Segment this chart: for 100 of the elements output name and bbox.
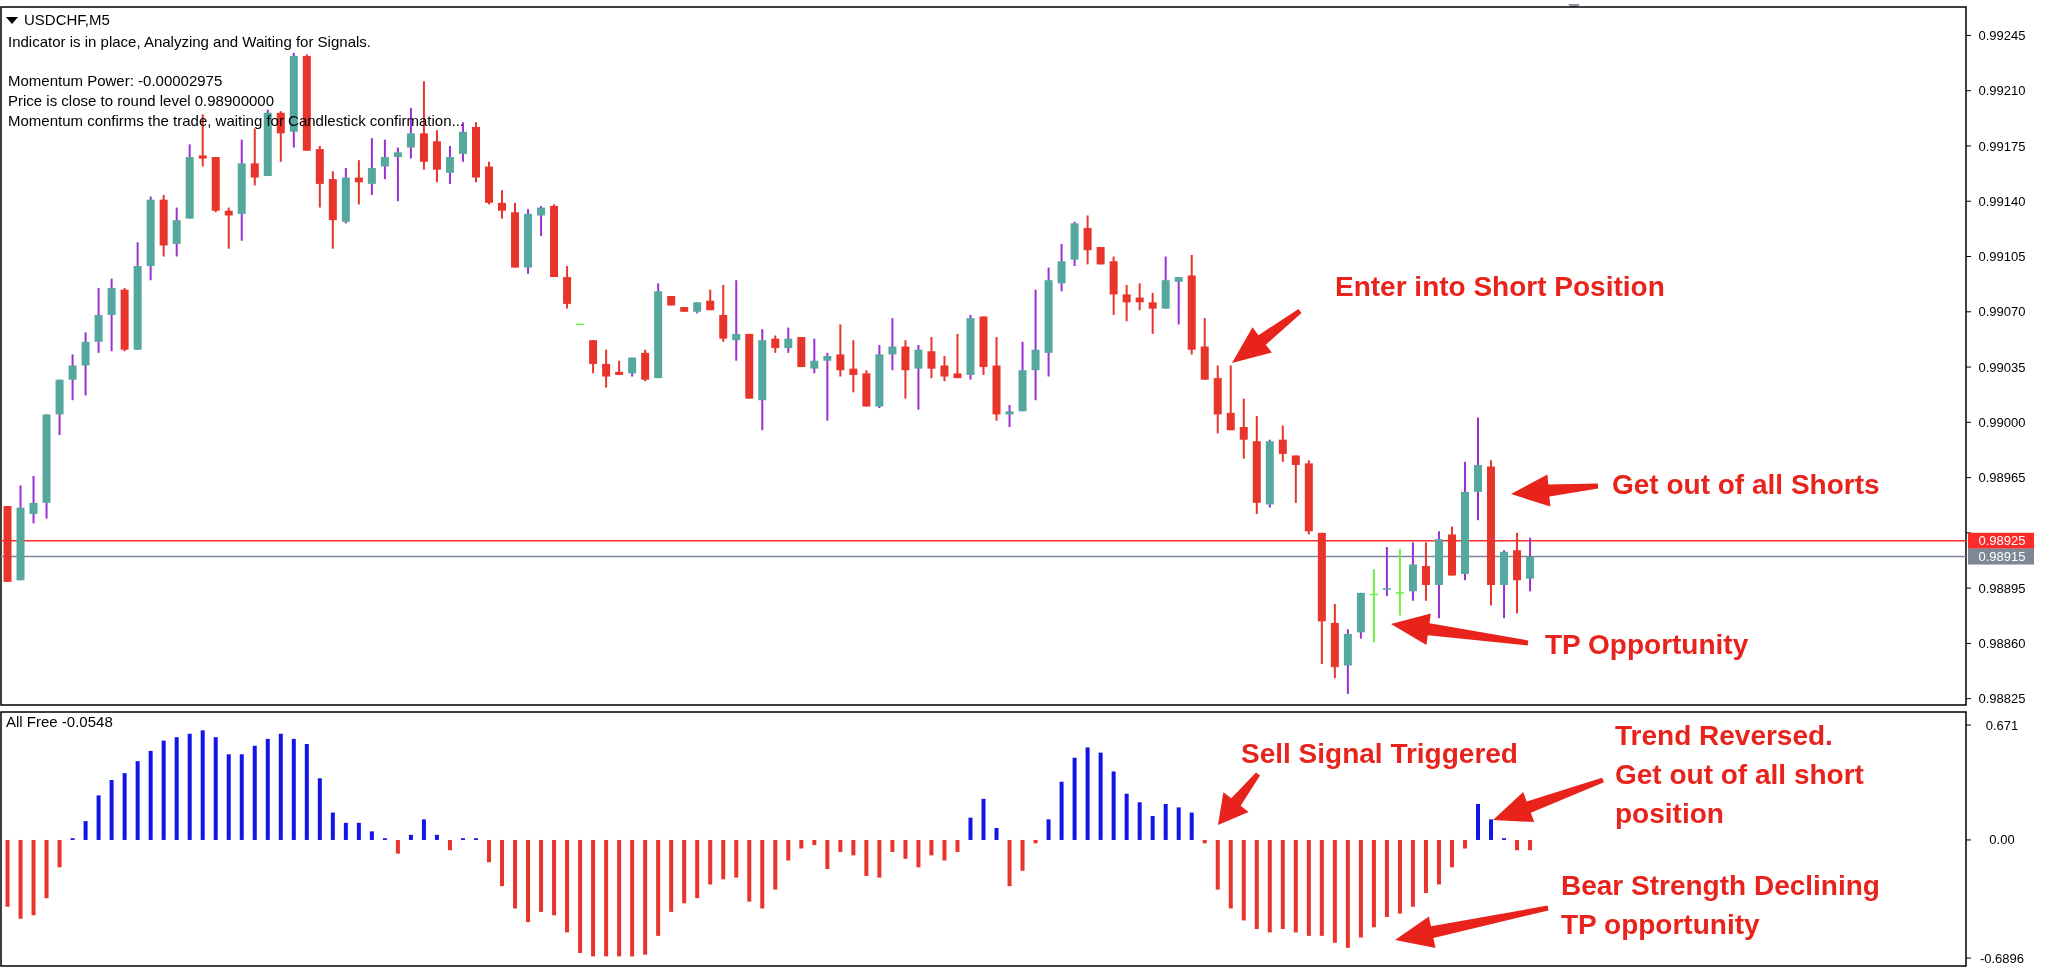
bar [44,839,49,899]
bar [1423,839,1428,894]
bar [1241,839,1246,921]
candlestick [1382,546,1391,598]
bar [1215,839,1220,890]
bar [617,839,622,957]
bar [955,839,960,852]
y-tick-label: 0.99210 [1978,83,2026,99]
bar [799,839,804,849]
candlestick [1278,424,1287,463]
bar [317,778,322,840]
bar [1306,839,1311,936]
y-tick-label: 0.99245 [1978,27,2026,43]
y-tick-label: 0.98965 [1978,470,2026,486]
bar [330,812,335,840]
bar [721,839,726,880]
candlestick [836,323,845,378]
bar [552,839,557,916]
chart-title: All Free -0.0548 [6,713,113,730]
bar [1059,781,1064,840]
bar [513,839,518,909]
y-tick-label: 0.99070 [1978,304,2026,320]
candlestick [1239,397,1248,460]
candlestick [250,127,259,187]
bar [1111,771,1116,840]
bar [682,839,687,904]
annotation: Bear Strength Declining TP opportunity [1561,870,1880,940]
candlestick [81,331,90,397]
bar [1436,839,1441,885]
bar [187,733,192,840]
bar [630,839,635,957]
candlestick [68,353,77,402]
candlestick [602,348,611,389]
candlestick [849,339,858,394]
bar [994,827,999,840]
candlestick [1148,291,1157,335]
bar [291,738,296,840]
bar [1072,757,1077,840]
candlestick [380,138,389,181]
bar [656,839,661,936]
bar [1163,803,1168,840]
bar [1358,839,1363,938]
bar [1345,839,1350,948]
candlestick [172,206,181,258]
bar [877,839,882,878]
bar [1332,839,1337,943]
candlestick [953,332,962,380]
bar [669,839,674,912]
bar [200,730,205,840]
candlestick [1526,536,1535,593]
bar [304,744,309,840]
y-tick-label: 0.98825 [1978,691,2026,707]
bar [786,839,791,861]
candlestick [445,144,454,185]
bar [1449,839,1454,868]
bar [278,733,283,840]
bar [1410,839,1415,907]
bar [31,839,36,916]
bar [226,754,231,840]
bar [1384,839,1389,918]
bar [1462,839,1467,849]
candlestick [1421,541,1430,602]
candlestick [784,326,793,354]
candlestick [1174,276,1183,326]
bar [1046,819,1051,840]
bar [122,773,127,840]
bar [1280,839,1285,929]
bar [83,821,88,840]
bar [942,839,947,861]
candlestick [732,279,741,362]
candlestick [719,283,728,343]
candlestick [1395,547,1404,617]
bar [1150,815,1155,840]
bar [239,754,244,840]
bar [109,780,114,840]
bar [968,817,973,840]
bar [1228,839,1233,909]
annotation: Sell Signal Triggered [1241,738,1518,769]
y-tick-label: 0.98860 [1978,635,2026,651]
y-tick-label: 0.99140 [1978,193,2026,209]
bar [1020,839,1025,871]
candlestick [940,355,949,383]
bar [1137,802,1142,840]
y-tick-label: 0.99105 [1978,249,2026,265]
bar [487,839,491,863]
bar [1189,812,1194,840]
y-tick-label: -0.6896 [1979,950,2025,966]
bar [1515,839,1520,851]
bar [421,819,426,840]
bar [695,839,700,899]
bar [604,839,609,957]
bar [1007,839,1012,887]
bar [851,839,856,856]
bar [526,839,531,923]
candlestick [393,146,402,203]
ref-line-label: 0.98915 [1978,549,2026,565]
candlestick [498,189,507,220]
candlestick [901,339,910,400]
bar [890,839,895,852]
bar [1397,839,1402,914]
